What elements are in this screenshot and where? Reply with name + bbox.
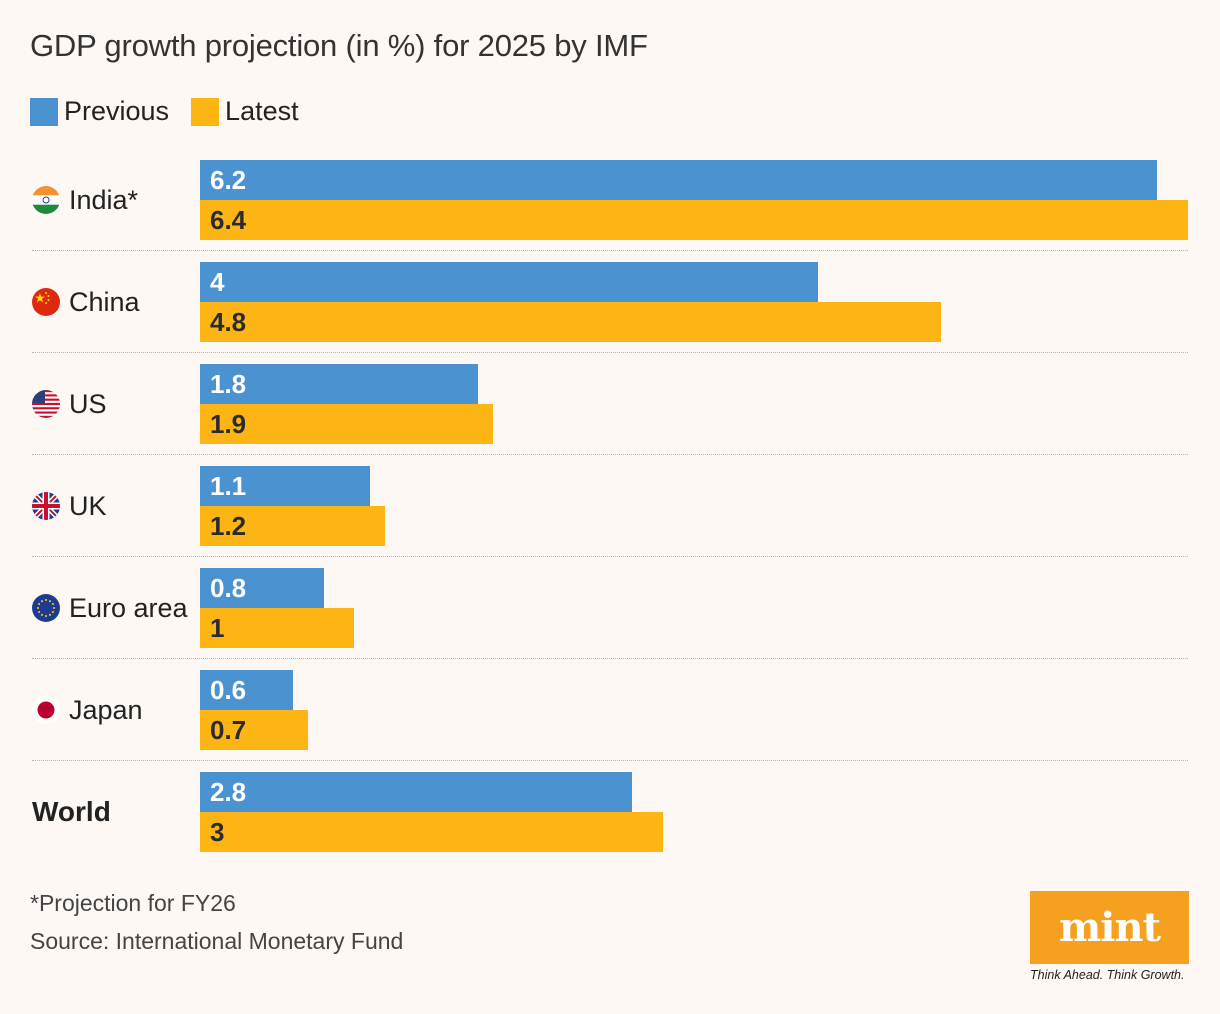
category-label-text: UK bbox=[69, 490, 107, 521]
category-label: India* bbox=[32, 180, 138, 220]
japan-flag-icon bbox=[32, 696, 60, 724]
category-label-text: India* bbox=[69, 184, 139, 215]
chart-title: GDP growth projection (in %) for 2025 by… bbox=[30, 28, 648, 63]
data-label: 0.8 bbox=[210, 572, 247, 603]
bar-previous: 6.2 bbox=[200, 160, 1158, 200]
legend-swatch-previous bbox=[30, 97, 58, 126]
uk-flag-icon bbox=[32, 492, 60, 520]
bar-latest: 4.8 bbox=[200, 302, 941, 342]
eu-flag-icon bbox=[32, 594, 60, 622]
bar-previous: 0.8 bbox=[200, 568, 324, 608]
bar-previous: 1.8 bbox=[200, 364, 478, 404]
category-label: Japan bbox=[32, 690, 143, 730]
data-label: 1.8 bbox=[210, 368, 247, 399]
row-divider bbox=[32, 250, 1188, 251]
bar-latest: 1.2 bbox=[200, 506, 386, 546]
category-label: China bbox=[32, 282, 140, 322]
bar-latest: 3 bbox=[200, 812, 664, 852]
row-divider bbox=[32, 658, 1188, 659]
data-label: 4.8 bbox=[210, 306, 247, 337]
data-label: 6.4 bbox=[210, 204, 247, 235]
legend-item-latest: Latest bbox=[191, 96, 299, 127]
footnote: *Projection for FY26 bbox=[30, 890, 236, 916]
bar-previous: 1.1 bbox=[200, 466, 370, 506]
data-label: 6.2 bbox=[210, 164, 247, 195]
bar-latest: 1 bbox=[200, 608, 355, 648]
india-flag-icon bbox=[32, 186, 60, 214]
china-flag-icon bbox=[32, 288, 60, 316]
logo-tagline: Think Ahead. Think Growth. bbox=[1030, 968, 1185, 982]
category-label-text: Euro area bbox=[69, 592, 188, 623]
category-label: UK bbox=[32, 486, 107, 526]
source-note: Source: International Monetary Fund bbox=[30, 928, 404, 954]
category-label-text: China bbox=[69, 286, 140, 317]
bar-latest: 0.7 bbox=[200, 710, 309, 750]
data-label: 2.8 bbox=[210, 776, 247, 807]
category-label: US bbox=[32, 384, 107, 424]
data-label: 0.6 bbox=[210, 674, 247, 705]
bar-latest: 6.4 bbox=[200, 200, 1188, 240]
legend-label-previous: Previous bbox=[64, 96, 170, 126]
data-label: 1 bbox=[210, 612, 225, 643]
category-label-text: US bbox=[69, 388, 107, 419]
row-divider bbox=[32, 760, 1188, 761]
data-label: 1.9 bbox=[210, 408, 247, 439]
bar-previous: 4 bbox=[200, 262, 818, 302]
row-divider bbox=[32, 454, 1188, 455]
category-label: Euro area bbox=[32, 588, 188, 628]
data-label: 1.1 bbox=[210, 470, 247, 501]
row-divider bbox=[32, 352, 1188, 353]
bar-previous: 2.8 bbox=[200, 772, 633, 812]
category-label-text: Japan bbox=[69, 694, 143, 725]
us-flag-icon bbox=[32, 390, 60, 418]
legend-label-latest: Latest bbox=[225, 96, 299, 126]
logo-text: mint bbox=[1058, 904, 1161, 951]
legend-swatch-latest bbox=[191, 97, 220, 126]
data-label: 4 bbox=[210, 266, 225, 297]
category-label-text: World bbox=[32, 796, 111, 827]
category-label: World bbox=[32, 792, 111, 832]
data-label: 0.7 bbox=[210, 714, 247, 745]
mint-logo: mint bbox=[1030, 891, 1189, 964]
data-label: 3 bbox=[210, 816, 225, 847]
bar-previous: 0.6 bbox=[200, 670, 293, 710]
legend: Previous Latest bbox=[30, 96, 321, 127]
legend-item-previous: Previous bbox=[30, 96, 169, 127]
row-divider bbox=[32, 556, 1188, 557]
bar-latest: 1.9 bbox=[200, 404, 494, 444]
data-label: 1.2 bbox=[210, 510, 247, 541]
